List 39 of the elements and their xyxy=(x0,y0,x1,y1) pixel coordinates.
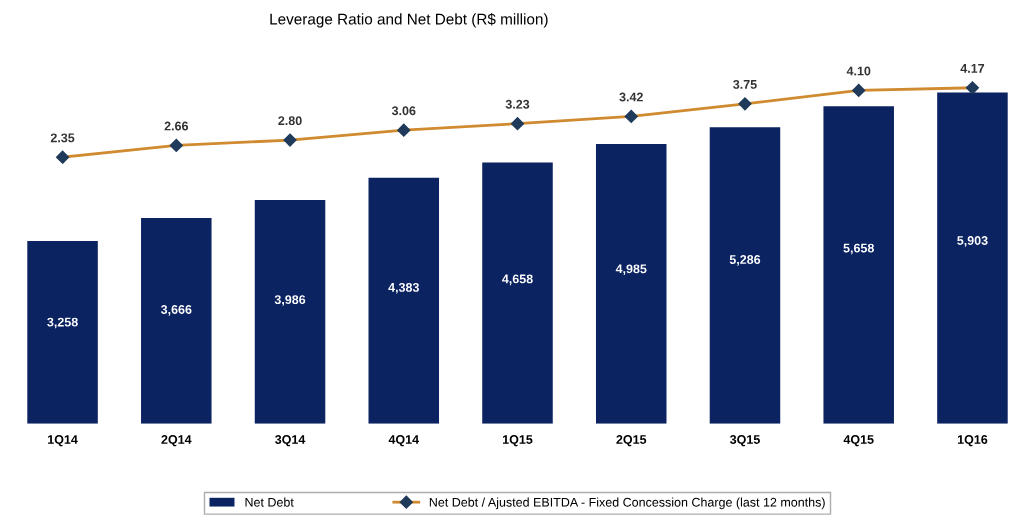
bar xyxy=(27,240,98,424)
bar xyxy=(709,127,781,424)
data-label: 4.10 xyxy=(846,66,871,76)
data-label: 2.66 xyxy=(164,121,188,131)
data-label: 3.75 xyxy=(733,79,757,89)
data-label: 3,258 xyxy=(47,317,78,329)
legend-label: Net Debt / Ajusted EBITDA - Fixed Concession Charge (last 12 months) xyxy=(429,497,825,510)
data-label: 3,986 xyxy=(274,295,306,306)
legend-label: Net Debt xyxy=(245,497,294,507)
data-label: 5,658 xyxy=(843,243,874,255)
data-label: 5,286 xyxy=(729,255,761,266)
data-label: 2.80 xyxy=(278,116,302,126)
x-tick-label: 2Q15 xyxy=(616,435,647,447)
bar xyxy=(254,200,326,424)
data-label: 3.23 xyxy=(505,99,530,109)
data-label: 4.17 xyxy=(960,64,985,73)
x-tick-label: 1Q16 xyxy=(957,435,988,447)
bar xyxy=(595,144,667,424)
data-label: 5,903 xyxy=(957,236,988,247)
bar xyxy=(482,162,553,424)
x-tick-label: 1Q14 xyxy=(48,435,78,447)
bar xyxy=(368,177,440,424)
data-label: 4,383 xyxy=(388,282,419,294)
bar xyxy=(823,106,894,424)
chart-title: Leverage Ratio and Net Debt (R$ million) xyxy=(270,13,548,28)
x-tick-label: 3Q14 xyxy=(275,435,306,447)
x-tick-label: 3Q15 xyxy=(729,435,760,447)
data-label: 4,985 xyxy=(615,264,647,276)
x-tick-label: 2Q14 xyxy=(161,435,192,447)
x-tick-label: 1Q15 xyxy=(503,435,533,447)
data-label: 2.35 xyxy=(50,133,75,143)
data-label: 3,666 xyxy=(160,305,192,316)
x-tick-label: 4Q14 xyxy=(388,435,419,447)
data-label: 3.42 xyxy=(619,92,643,102)
bar xyxy=(141,218,212,424)
data-label: 4,658 xyxy=(502,274,533,286)
data-label: 3.06 xyxy=(391,106,416,116)
bar xyxy=(937,92,1008,424)
x-tick-label: 4Q15 xyxy=(843,435,874,447)
